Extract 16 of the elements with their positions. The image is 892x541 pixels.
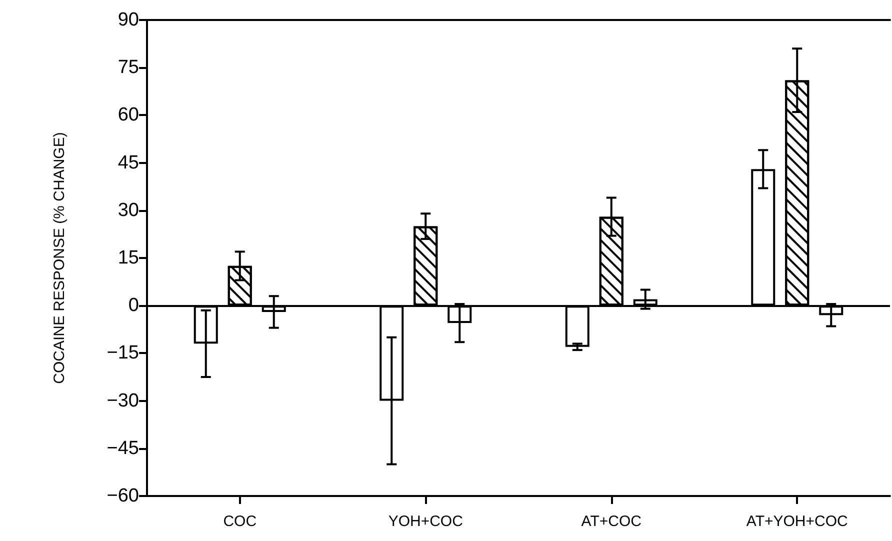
y-tick-label: 30 [118,200,139,221]
y-tick-label: 0 [128,295,139,316]
y-tick-label: −30 [106,390,139,412]
x-tick-label: AT+COC [581,513,642,530]
y-tick-label: −15 [106,342,139,364]
y-tick-label: 15 [118,248,139,268]
x-tick-label: COC [223,513,257,530]
y-tick-label: 60 [118,104,139,126]
y-tick-label: −60 [106,486,139,506]
y-tick-label: 90 [118,10,139,30]
y-tick-label: −45 [106,438,139,459]
x-tick-label: AT+YOH+COC [746,513,848,530]
y-tick-label: 75 [118,57,139,78]
y-axis-title: COCAINE RESPONSE (% CHANGE) [51,132,68,384]
y-tick-label: 45 [118,152,139,174]
x-tick-label: YOH+COC [388,513,464,530]
